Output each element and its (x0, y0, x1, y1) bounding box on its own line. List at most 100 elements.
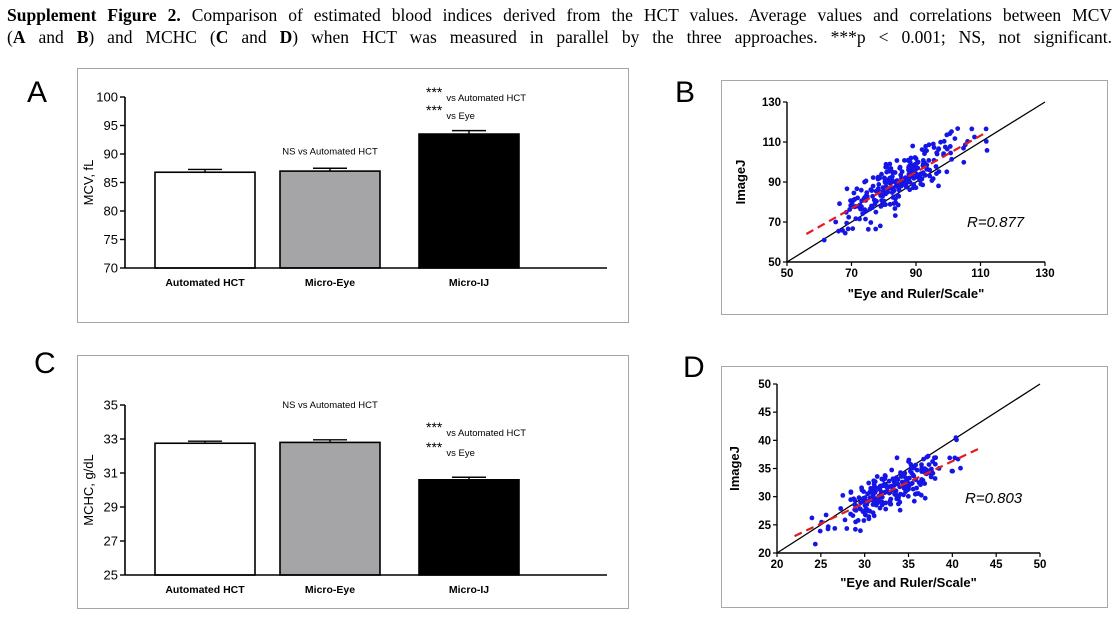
scatter-point (883, 506, 889, 512)
y-tick-label: 30 (758, 492, 771, 504)
annotation-ns: NS vs Automated HCT (282, 146, 378, 157)
annotation-significance: *** vs Eye (426, 102, 475, 122)
scatter-point (879, 171, 884, 177)
scatter-point (947, 455, 953, 461)
scatter-point (930, 141, 936, 147)
scatter-point (854, 186, 860, 192)
caption-text-1: Comparison of estimated blood indices de… (180, 5, 1112, 25)
scatter-point (918, 177, 923, 183)
scatter-point (866, 514, 872, 519)
scatter-point (926, 158, 932, 163)
scatter-point (934, 150, 940, 156)
scatter-point (905, 487, 911, 492)
panel-label-a: A (27, 76, 48, 109)
caption-fragment: ( (7, 27, 13, 47)
annotation-ns: NS vs Automated HCT (282, 400, 378, 411)
scatter-point (918, 482, 923, 488)
y-tick-label: 25 (104, 568, 118, 583)
scatter-point (832, 526, 838, 531)
scatter-point (890, 195, 896, 200)
scatter-point (906, 457, 912, 463)
scatter-point (887, 161, 893, 167)
scatter-point (918, 181, 924, 187)
scatter-point (842, 517, 848, 523)
scatter-point (908, 155, 914, 161)
scatter-point (882, 481, 887, 487)
scatter-point (907, 159, 913, 165)
y-tick-label: 100 (96, 90, 118, 105)
scatter-point (938, 139, 943, 145)
y-tick-label: 90 (104, 147, 118, 162)
scatter-point (969, 126, 975, 132)
scatter-point (847, 207, 853, 212)
scatter-point (886, 490, 892, 496)
scatter-point (930, 176, 936, 182)
x-tick-label: 45 (990, 559, 1003, 571)
panel-label-b: B (675, 76, 696, 109)
scatter-point (888, 496, 894, 502)
scatter-point (933, 164, 939, 169)
scatter-point (848, 497, 854, 503)
scatter-point (892, 170, 898, 175)
scatter-point (837, 201, 842, 207)
caption-panel-ref: D (279, 27, 293, 47)
caption-panel-ref: A (12, 27, 26, 47)
scatter-point (887, 201, 893, 207)
y-tick-label: 35 (758, 464, 771, 476)
scatter-point (902, 179, 907, 185)
scatter-point (845, 226, 851, 232)
scatter-point (983, 139, 989, 144)
scatter-point (877, 223, 883, 229)
caption-panel-ref: B (76, 27, 89, 47)
scatter-point (850, 226, 856, 232)
scatter-point (868, 220, 874, 225)
scatter-point (840, 493, 846, 498)
scatter-point (913, 462, 918, 468)
y-axis-label: ImageJ (727, 446, 742, 491)
scatter-point (894, 492, 899, 498)
y-tick-label: 20 (758, 548, 771, 560)
scatter-point (867, 508, 873, 514)
scatter-point (906, 163, 912, 169)
scatter-point (836, 228, 841, 234)
r-value-label: R=0.877 (967, 214, 1025, 231)
scatter-point (958, 465, 963, 471)
scatter-point (944, 169, 950, 175)
scatter-point (910, 164, 916, 170)
scatter-point (896, 193, 902, 199)
scatter-point (903, 183, 909, 189)
scatter-point (899, 169, 905, 175)
scatter-point (875, 176, 881, 182)
x-tick-label: 30 (858, 559, 871, 571)
scatter-point (876, 182, 882, 187)
scatter-point (922, 495, 928, 501)
scatter-point (863, 216, 868, 222)
category-label: Micro-IJ (449, 277, 489, 289)
x-tick-label: 40 (946, 559, 959, 571)
scatter-point (949, 156, 955, 162)
scatter-point (856, 495, 862, 501)
scatter-point (950, 468, 955, 474)
y-tick-label: 75 (104, 232, 118, 247)
scatter-point (911, 498, 917, 504)
scatter-point (907, 187, 913, 193)
y-tick-label: 29 (104, 500, 118, 515)
annotation-significance: *** vs Automated HCT (426, 84, 526, 104)
scatter-point (852, 502, 857, 507)
scatter-point (899, 479, 905, 485)
scatter-point (870, 193, 875, 199)
scatter-point (881, 202, 886, 208)
bar-3 (418, 133, 520, 269)
scatter-point (879, 502, 885, 508)
x-tick-label: 130 (1035, 268, 1054, 280)
caption-fragment: and (25, 27, 77, 47)
scatter-point (892, 206, 898, 211)
scatter-point (862, 207, 868, 212)
bar-chart-mcv: Automated HCT Micro-Eye Micro-IJ 70 75 80 85 90… (81, 84, 607, 289)
scatter-point (874, 198, 879, 204)
scatter-point (880, 193, 886, 199)
y-tick-label: 110 (762, 137, 781, 149)
scatter-point (884, 169, 890, 175)
scatter-point (897, 507, 903, 513)
y-tick-label: 95 (104, 118, 118, 133)
